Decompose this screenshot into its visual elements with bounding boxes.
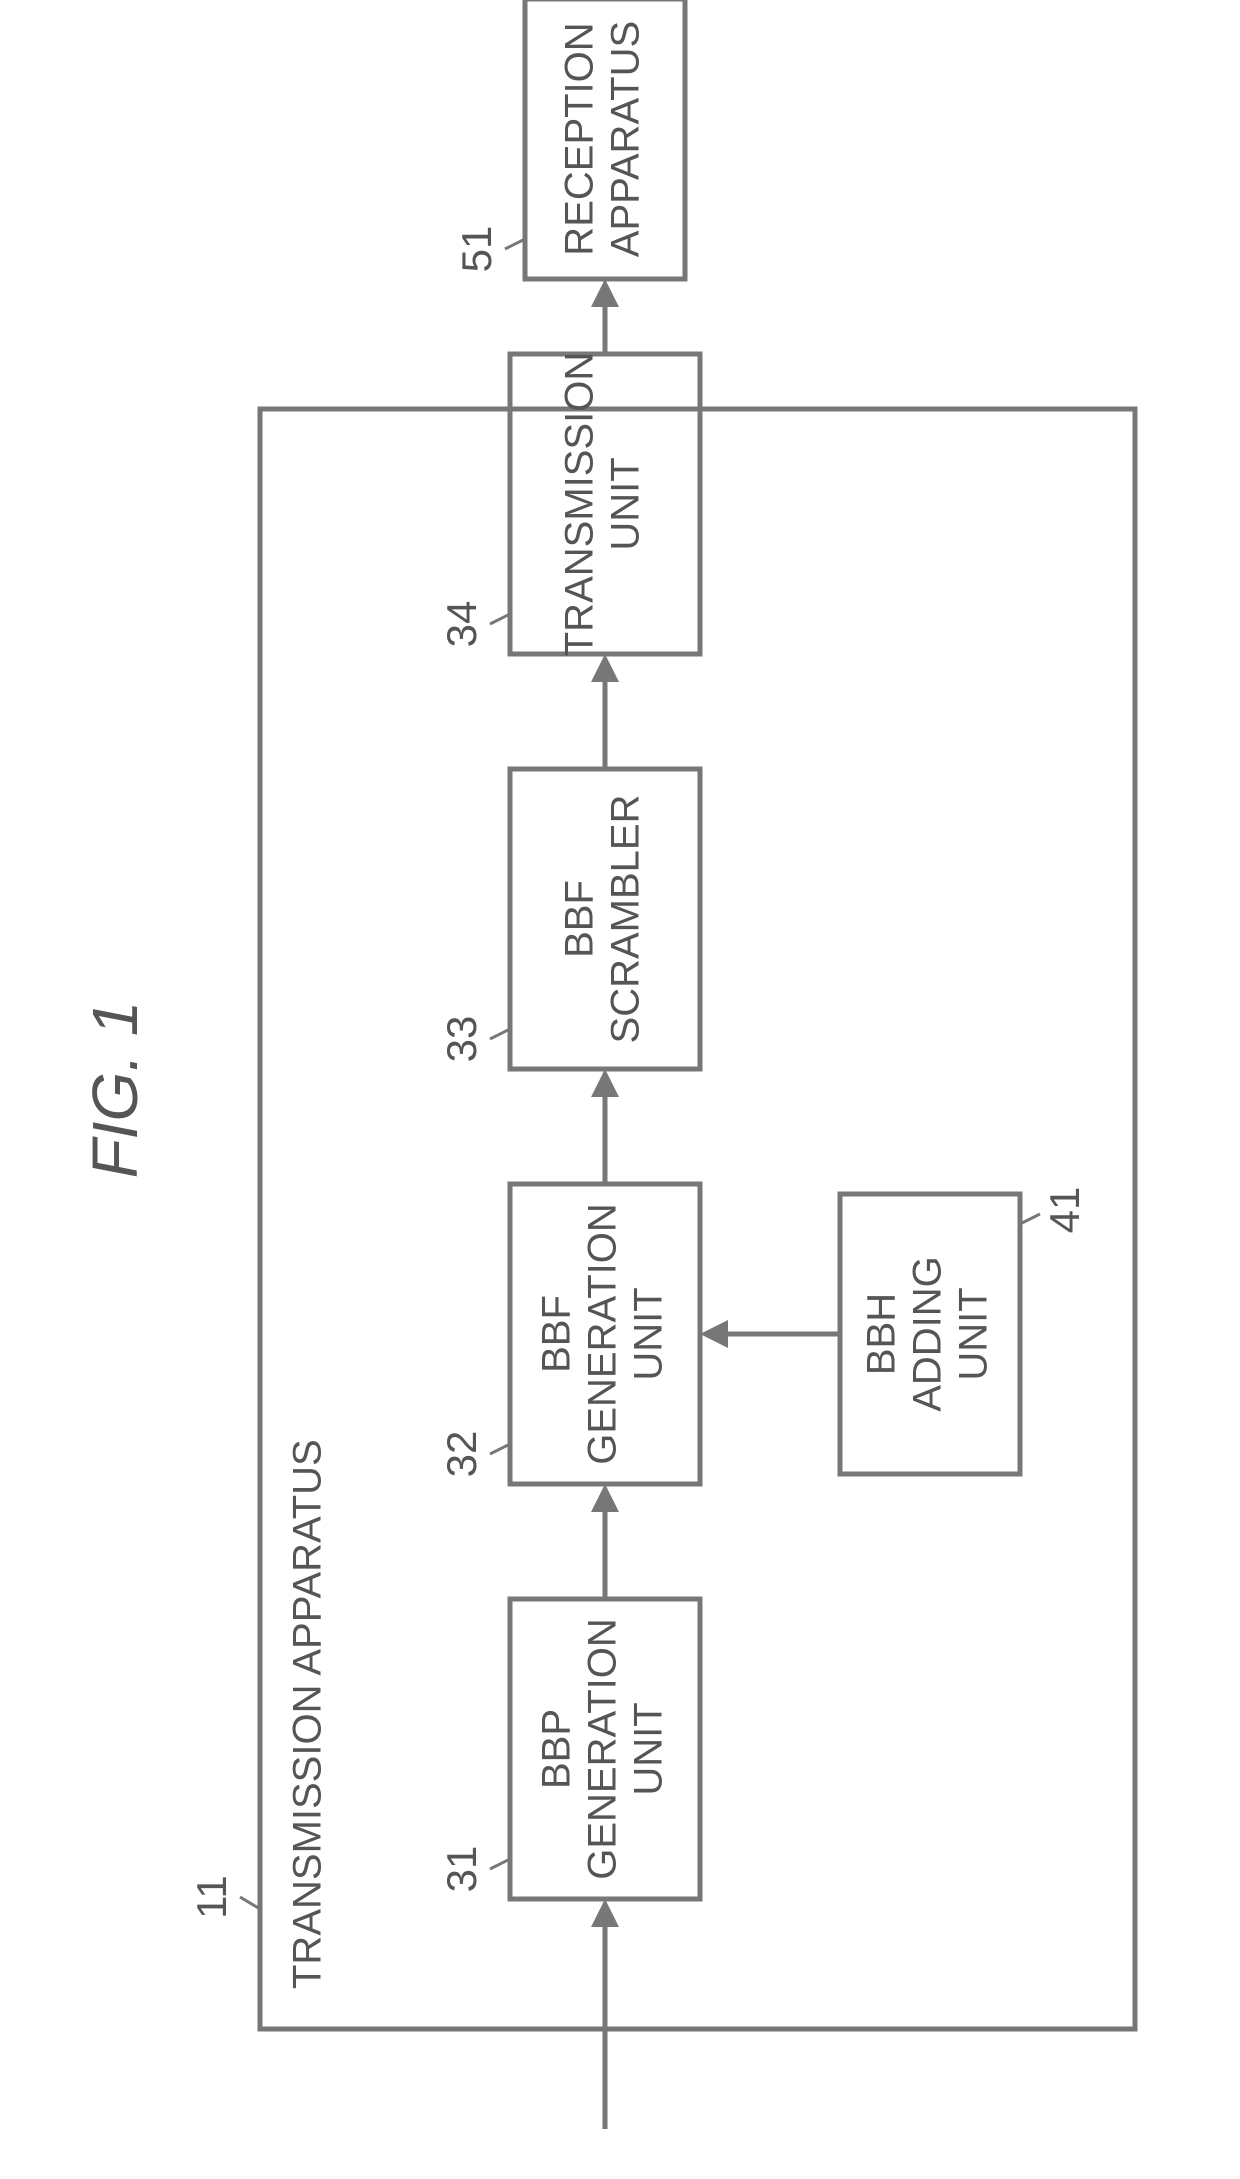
bbp-generation-unit-label: BBP xyxy=(535,1709,579,1789)
bbh-adding-unit-label: BBH xyxy=(860,1293,904,1375)
svg-text:ADDING: ADDING xyxy=(906,1256,950,1412)
block-diagram: FIG. 111TRANSMISSION APPARATUSBBPGENERAT… xyxy=(0,0,1240,2179)
svg-text:GENERATION: GENERATION xyxy=(581,1203,625,1465)
bbf-scrambler-label: BBF xyxy=(558,880,602,958)
svg-text:UNIT: UNIT xyxy=(627,1702,671,1795)
ref-51: 51 xyxy=(453,226,500,273)
reception-apparatus-label: RECEPTION xyxy=(558,22,602,255)
figure-title: FIG. 1 xyxy=(79,1001,151,1179)
ref-32: 32 xyxy=(438,1431,485,1478)
svg-text:UNIT: UNIT xyxy=(627,1287,671,1380)
svg-text:UNIT: UNIT xyxy=(604,457,648,550)
svg-text:GENERATION: GENERATION xyxy=(581,1618,625,1880)
ref-31: 31 xyxy=(438,1846,485,1893)
ref-11: 11 xyxy=(188,1875,235,1919)
transmission-unit-label: TRANSMISSION xyxy=(558,352,602,656)
svg-text:SCRAMBLER: SCRAMBLER xyxy=(604,795,648,1044)
svg-text:UNIT: UNIT xyxy=(952,1287,996,1380)
ref-34: 34 xyxy=(438,601,485,648)
svg-text:APPARATUS: APPARATUS xyxy=(604,21,648,257)
bbf-generation-unit-label: BBF xyxy=(535,1295,579,1373)
ref-41: 41 xyxy=(1041,1187,1088,1234)
ref-33: 33 xyxy=(438,1016,485,1063)
diagram-page: FIG. 1 FIG. 111TRANSMISSION APPARATUSBBP… xyxy=(0,0,1240,2179)
transmission-apparatus-label: TRANSMISSION APPARATUS xyxy=(286,1439,330,1989)
